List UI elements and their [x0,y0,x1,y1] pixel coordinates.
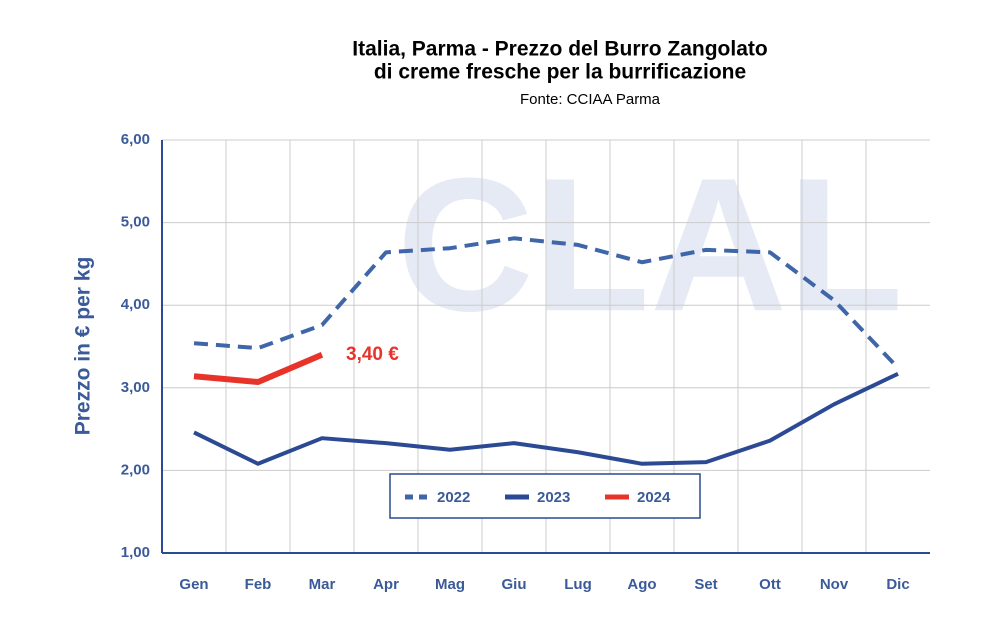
legend-label: 2023 [537,489,570,506]
series-line [193,351,324,386]
value-label: 3,40 € [346,344,399,365]
x-tick-label: Nov [820,576,849,593]
legend-label: 2022 [437,489,470,506]
y-tick-label: 5,00 [121,214,150,231]
legend-label: 2024 [637,489,671,506]
x-tick-label: Feb [245,576,272,593]
chart-title: di creme fresche per la burrificazione [374,61,746,84]
x-tick-label: Mar [309,576,336,593]
y-tick-label: 3,00 [121,379,150,396]
watermark: CLAL [397,139,904,351]
y-tick-label: 1,00 [121,544,150,561]
y-tick-label: 4,00 [121,296,150,313]
y-axis-label: Prezzo in € per kg [72,257,95,436]
x-tick-label: Dic [886,576,909,593]
x-tick-label: Lug [564,576,592,593]
chart-subtitle: Fonte: CCIAA Parma [520,91,661,108]
x-tick-label: Ago [627,576,656,593]
series-line [193,371,899,466]
series-line [193,236,900,370]
y-tick-label: 6,00 [121,131,150,148]
x-tick-label: Gen [179,576,208,593]
x-tick-label: Giu [502,576,527,593]
legend-box [389,473,701,519]
chart-title: Italia, Parma - Prezzo del Burro Zangola… [352,38,767,61]
x-tick-label: Apr [373,576,399,593]
x-tick-label: Mag [435,576,465,593]
y-tick-label: 2,00 [121,461,150,478]
x-tick-label: Set [694,576,717,593]
x-tick-label: Ott [759,576,781,593]
